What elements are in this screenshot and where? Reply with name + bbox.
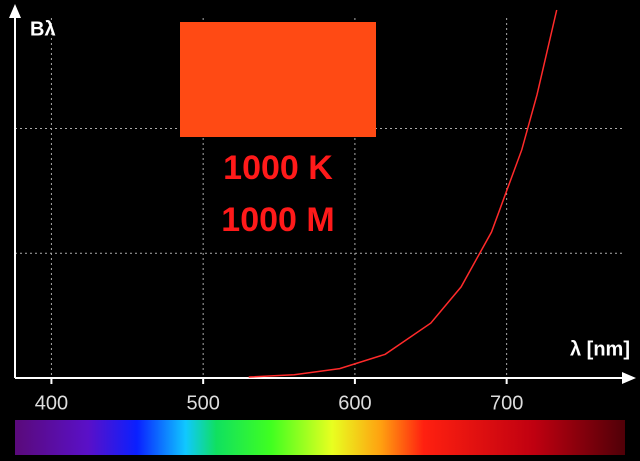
x-tick-label: 400 [35, 392, 68, 414]
x-arrow [622, 372, 636, 384]
x-tick-label: 500 [186, 392, 219, 414]
y-label: Bλ [30, 18, 56, 40]
magnitude-label: 1000 M [221, 201, 334, 239]
x-tick-label: 600 [338, 392, 371, 414]
spectrum-curve [248, 9, 558, 378]
y-arrow [9, 4, 21, 18]
x-tick-label: 700 [490, 392, 523, 414]
temperature-label: 1000 K [223, 149, 333, 187]
x-label: λ [nm] [570, 338, 630, 360]
color-swatch [180, 22, 376, 137]
spectrum-bar [15, 420, 625, 455]
